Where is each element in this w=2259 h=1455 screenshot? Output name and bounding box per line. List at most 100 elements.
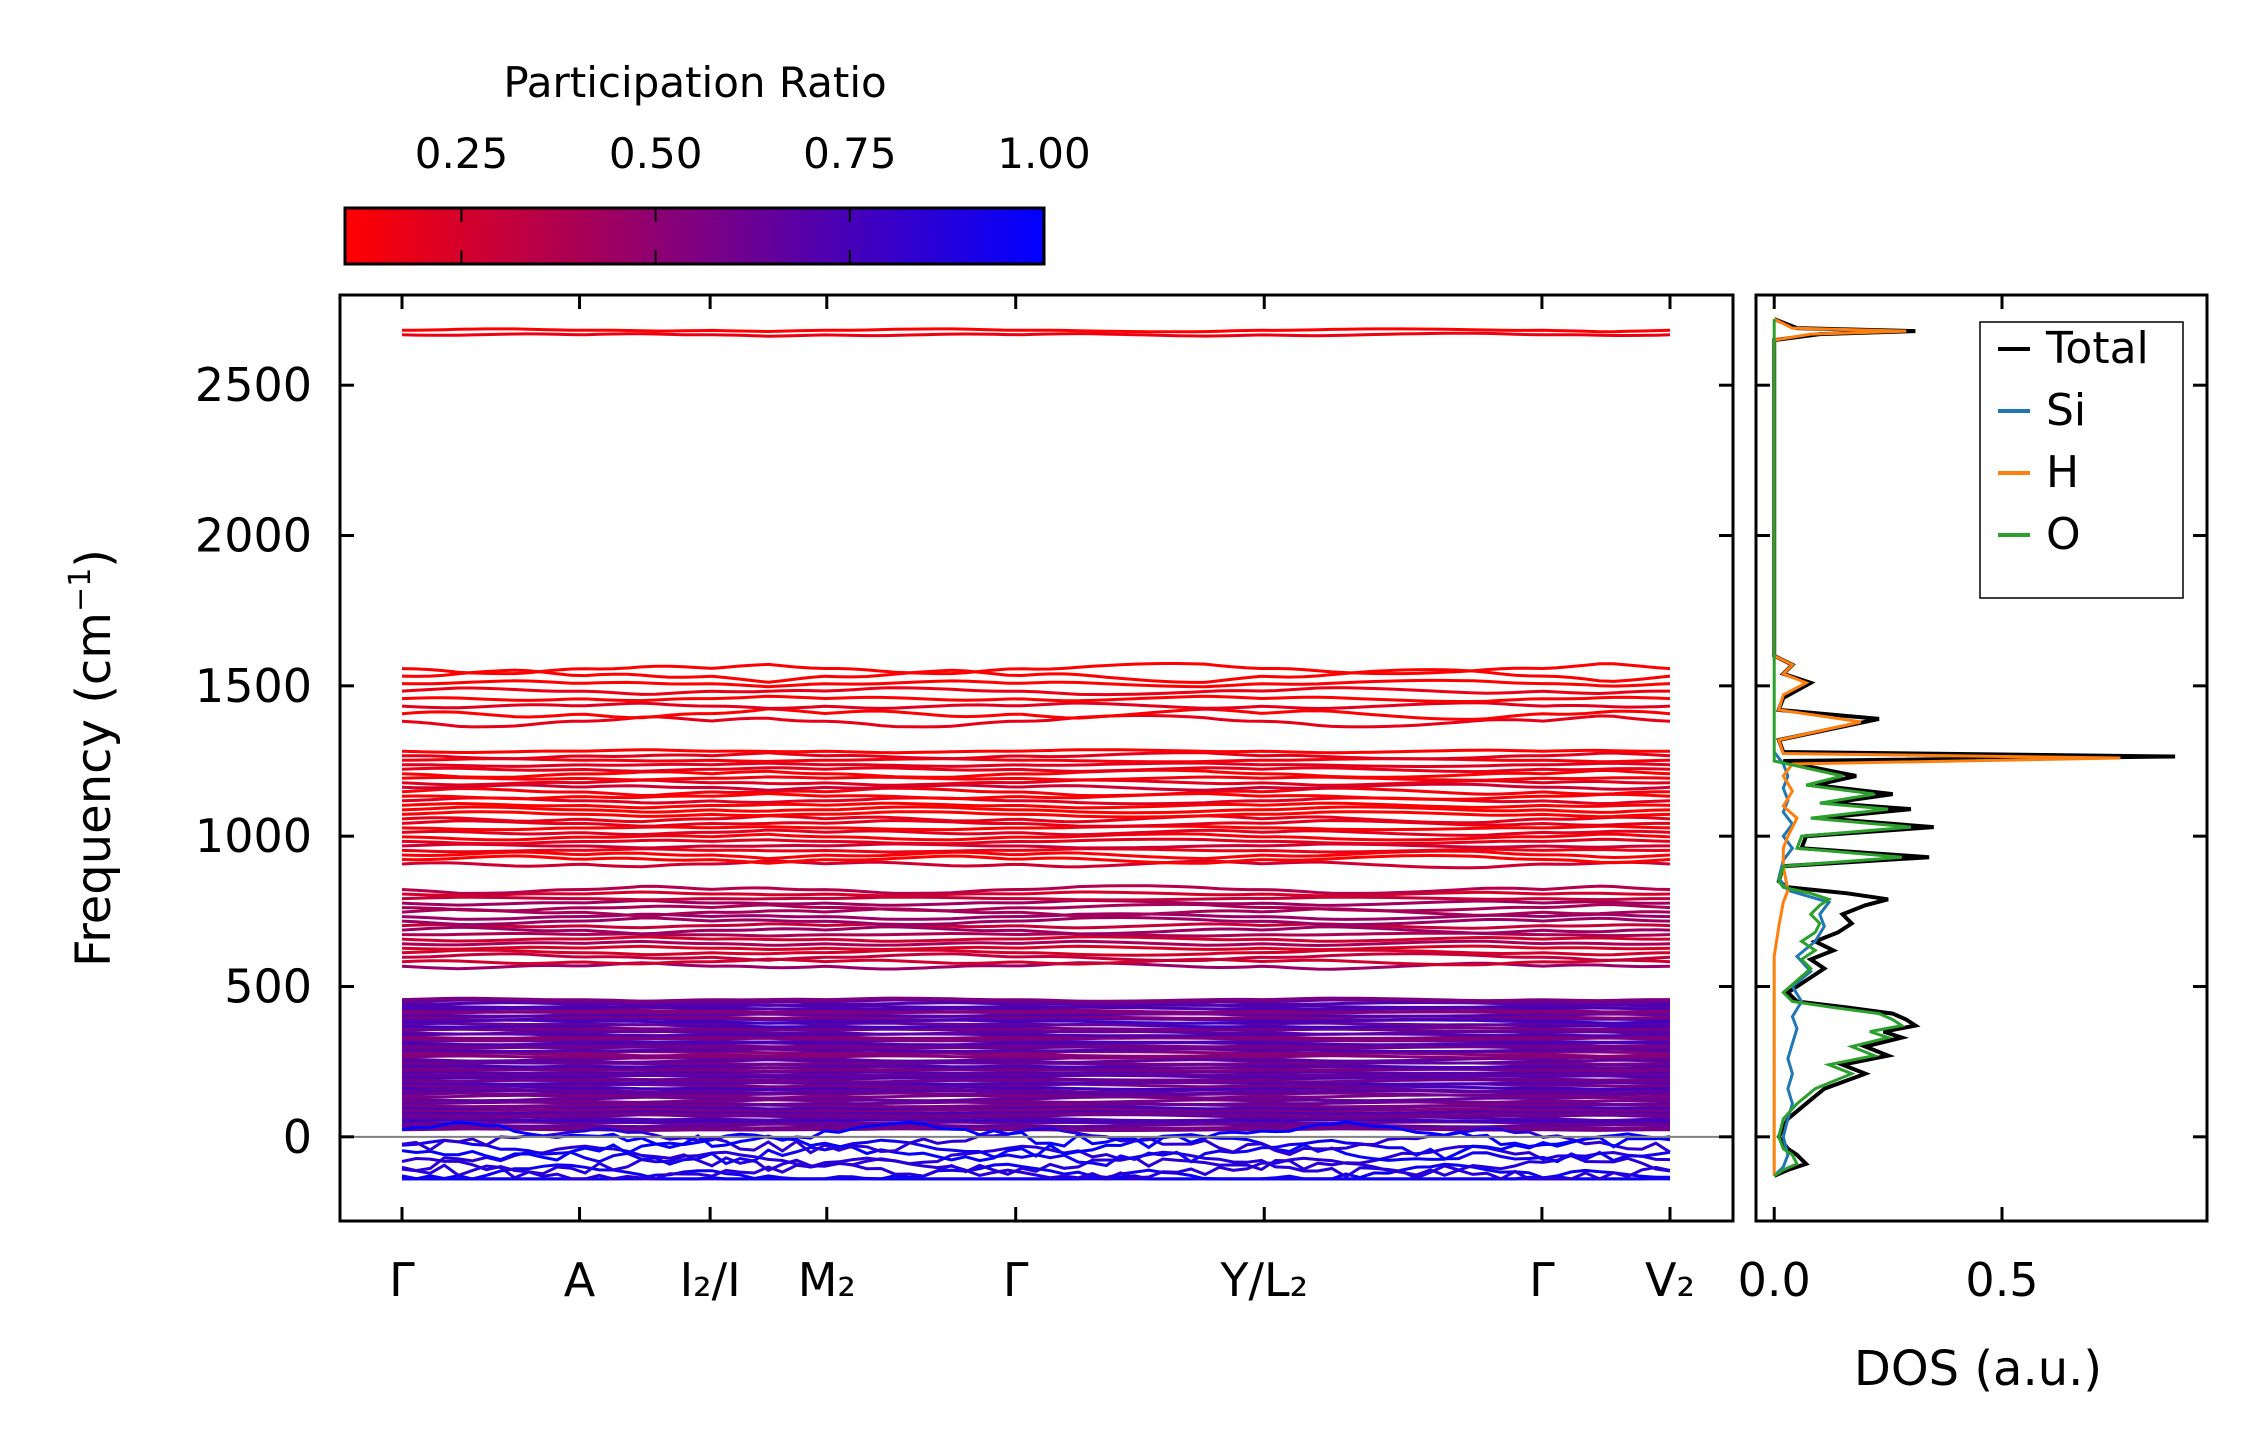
band-line bbox=[401, 1095, 1671, 1103]
band-line bbox=[401, 810, 1671, 819]
band-line bbox=[401, 1058, 1671, 1065]
band-line bbox=[401, 925, 1671, 936]
band-line bbox=[401, 1026, 1671, 1031]
band-line bbox=[401, 1032, 1671, 1038]
band-line bbox=[401, 707, 1671, 721]
colorbar-tick-label: 0.25 bbox=[415, 129, 509, 178]
colorbar-gradient bbox=[343, 206, 1046, 266]
band-line bbox=[402, 1081, 1671, 1086]
dos-panel: 0.0 0.5 DOS (a.u.) Total Si HO bbox=[1738, 293, 2209, 1397]
band-line bbox=[401, 801, 1671, 810]
band-line bbox=[401, 837, 1671, 846]
colorbar-tick-label: 0.75 bbox=[803, 129, 897, 178]
band-line bbox=[401, 1150, 1671, 1180]
band-line bbox=[401, 1054, 1670, 1060]
band-line bbox=[401, 714, 1671, 729]
band-line bbox=[401, 948, 1671, 957]
dos-axes-frame bbox=[1754, 293, 2209, 1223]
band-line bbox=[401, 1115, 1671, 1123]
dos-x-axis-label: DOS (a.u.) bbox=[1854, 1341, 2102, 1397]
band-line bbox=[401, 327, 1671, 334]
k-point-label: A bbox=[564, 1253, 596, 1307]
band-line bbox=[401, 842, 1670, 850]
legend-label-o: O bbox=[2046, 509, 2081, 560]
band-line bbox=[401, 1118, 1671, 1124]
legend-label-h: H bbox=[2046, 447, 2079, 498]
band-line bbox=[401, 1041, 1671, 1047]
band-line bbox=[401, 1120, 1671, 1150]
k-point-label: Γ bbox=[1003, 1253, 1029, 1307]
band-line bbox=[401, 824, 1671, 832]
colorbar-tick-label: 0.50 bbox=[609, 129, 703, 178]
band-line bbox=[401, 898, 1671, 907]
band-line bbox=[401, 694, 1671, 703]
band-line bbox=[401, 775, 1671, 782]
band-line bbox=[401, 761, 1671, 768]
band-line bbox=[401, 849, 1671, 861]
band-line bbox=[401, 1091, 1670, 1098]
band-line bbox=[401, 791, 1671, 801]
band-line bbox=[401, 1144, 1671, 1173]
band-line bbox=[401, 786, 1670, 798]
band-line bbox=[401, 1109, 1671, 1116]
band-line bbox=[401, 1021, 1671, 1027]
band-line bbox=[401, 1007, 1671, 1014]
colorbar: Participation Ratio 0.25 0.50 0.75 1.00 bbox=[343, 58, 1091, 266]
band-line bbox=[401, 939, 1671, 948]
band-line bbox=[401, 757, 1671, 764]
band-line bbox=[401, 1107, 1671, 1113]
band-line bbox=[401, 1132, 1671, 1163]
band-line bbox=[401, 832, 1671, 842]
band-line bbox=[401, 1086, 1670, 1094]
band-line bbox=[401, 957, 1671, 967]
k-point-label: M₂ bbox=[798, 1253, 856, 1307]
band-line bbox=[401, 701, 1671, 711]
legend-label-total: Total bbox=[2045, 323, 2149, 374]
band-line bbox=[401, 853, 1671, 865]
dos-x-tick-label: 0.5 bbox=[1965, 1253, 2038, 1307]
y-tick-label: 1500 bbox=[195, 659, 312, 713]
band-line bbox=[401, 766, 1671, 774]
y-axis-label: Frequency (cm−1) bbox=[63, 549, 122, 967]
band-line bbox=[401, 1084, 1671, 1091]
band-line bbox=[401, 1122, 1671, 1129]
band-line bbox=[401, 884, 1671, 895]
band-line bbox=[401, 859, 1671, 870]
k-point-label: Γ bbox=[389, 1253, 415, 1307]
band-line bbox=[401, 768, 1671, 779]
band-line bbox=[401, 1034, 1671, 1040]
band-line bbox=[402, 1003, 1671, 1009]
band-line bbox=[401, 1027, 1671, 1034]
dos-line-si bbox=[1773, 751, 1832, 1177]
band-line bbox=[401, 915, 1671, 927]
band-line bbox=[401, 952, 1671, 963]
band-line bbox=[401, 1111, 1671, 1118]
band-line bbox=[401, 1036, 1671, 1043]
band-line bbox=[402, 1010, 1671, 1016]
band-line bbox=[401, 814, 1671, 825]
band-line bbox=[401, 1073, 1670, 1080]
band-line bbox=[401, 912, 1671, 921]
band-line bbox=[401, 1062, 1671, 1069]
band-line bbox=[401, 805, 1671, 815]
band-line bbox=[401, 944, 1671, 952]
legend-label-si: Si bbox=[2046, 385, 2086, 436]
band-axes-frame bbox=[338, 293, 1735, 1223]
y-tick-label: 2000 bbox=[195, 509, 312, 563]
band-line bbox=[401, 678, 1671, 689]
band-line bbox=[401, 902, 1671, 913]
band-line bbox=[402, 751, 1671, 761]
band-line bbox=[401, 922, 1671, 930]
y-tick-label: 1000 bbox=[195, 809, 312, 863]
band-line bbox=[401, 818, 1670, 828]
band-line bbox=[401, 998, 1670, 1006]
k-point-label: I₂/I bbox=[680, 1253, 741, 1307]
band-line bbox=[401, 890, 1671, 898]
k-point-label: V₂ bbox=[1645, 1253, 1695, 1307]
dos-line-o bbox=[1772, 319, 1912, 1178]
y-tick-label: 2500 bbox=[195, 358, 312, 412]
k-point-label: Γ bbox=[1529, 1253, 1555, 1307]
band-line bbox=[401, 1017, 1670, 1022]
band-line bbox=[401, 782, 1671, 792]
